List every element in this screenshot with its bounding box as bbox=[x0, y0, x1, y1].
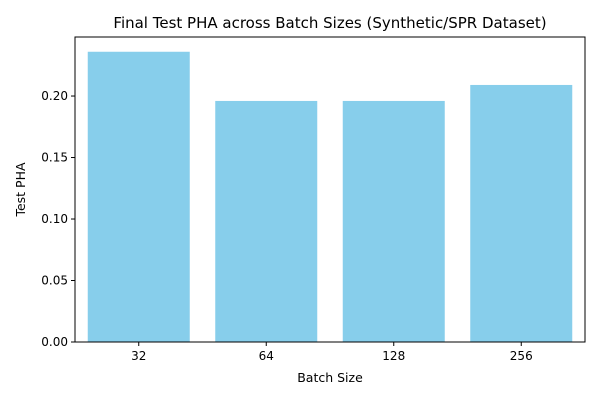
y-axis-ticks: 0.00 0.05 0.10 0.15 0.20 bbox=[41, 89, 75, 349]
chart-title: Final Test PHA across Batch Sizes (Synth… bbox=[113, 14, 546, 32]
x-axis-label: Batch Size bbox=[297, 370, 363, 385]
bar-64 bbox=[215, 100, 318, 342]
y-tick-label: 0.05 bbox=[41, 274, 68, 288]
bar-256 bbox=[470, 84, 573, 343]
y-axis-label: Test PHA bbox=[13, 162, 28, 218]
x-tick-label: 256 bbox=[510, 349, 533, 363]
y-tick-label: 0.10 bbox=[41, 212, 68, 226]
bar-32 bbox=[87, 51, 190, 342]
y-tick-label: 0.20 bbox=[41, 89, 68, 103]
bar-128 bbox=[342, 100, 445, 342]
plot-area-frame bbox=[74, 36, 586, 343]
bars-layer bbox=[87, 51, 573, 343]
x-tick-label: 128 bbox=[382, 349, 405, 363]
x-tick-label: 32 bbox=[131, 349, 146, 363]
x-axis-ticks: 32 64 128 256 bbox=[131, 342, 533, 363]
y-tick-label: 0.00 bbox=[41, 335, 68, 349]
x-tick-label: 64 bbox=[259, 349, 274, 363]
y-tick-label: 0.15 bbox=[41, 151, 68, 165]
